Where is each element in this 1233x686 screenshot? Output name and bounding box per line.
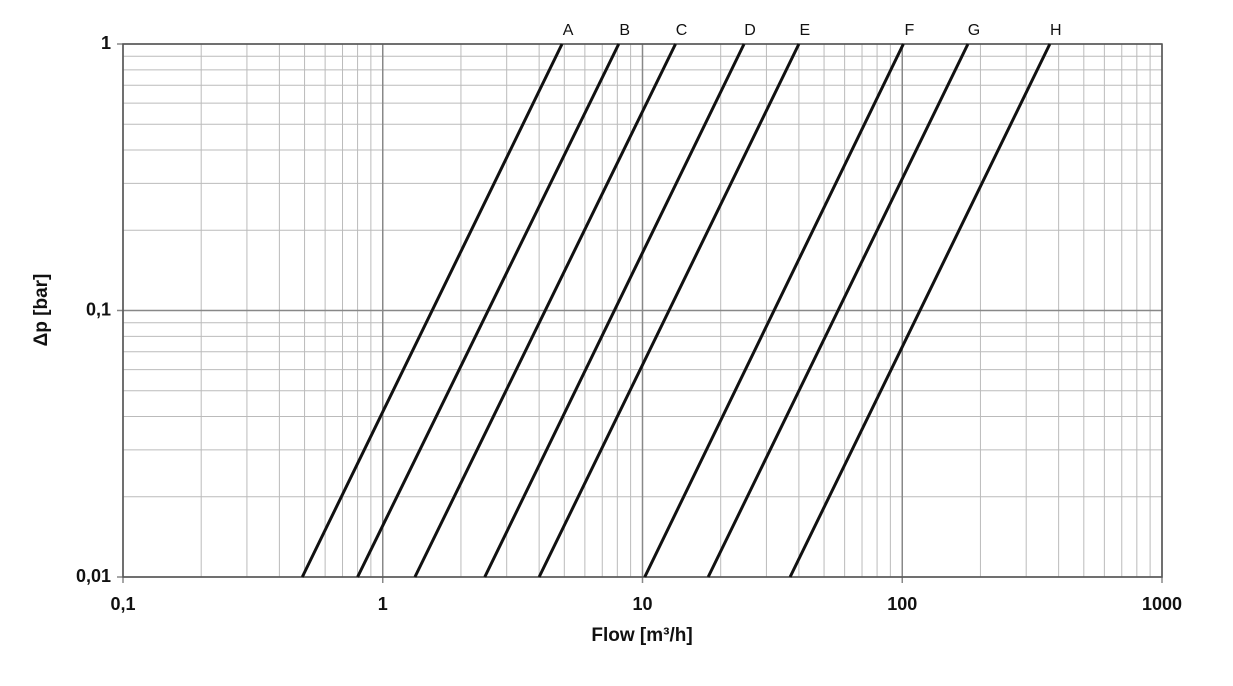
series-line (706, 43, 970, 578)
series-label: C (676, 22, 688, 39)
series-label: E (800, 22, 811, 39)
series-label: B (619, 22, 630, 39)
series-line (356, 43, 621, 578)
plot-frame (122, 43, 1163, 578)
series-label: A (563, 22, 574, 39)
x-axis-label: Flow [m³/h] (591, 625, 692, 646)
series-line (300, 43, 564, 578)
series-line (413, 43, 677, 578)
y-tick-label: 1 (101, 33, 111, 53)
series-line (788, 43, 1052, 578)
series-label: D (744, 22, 756, 39)
y-tick-label: 0,01 (76, 566, 111, 586)
x-tick-label: 100 (887, 594, 917, 614)
series-label: G (968, 22, 980, 39)
y-axis-label: Δp [bar] (31, 274, 52, 347)
series-line (537, 43, 801, 578)
y-tick-label: 0,1 (86, 299, 111, 319)
x-tick-label: 1 (378, 594, 388, 614)
series-line (643, 43, 905, 578)
series-label: F (904, 22, 914, 39)
series-label: H (1050, 22, 1062, 39)
x-tick-label: 10 (632, 594, 652, 614)
series-line (483, 43, 746, 578)
x-tick-label: 0,1 (110, 594, 135, 614)
x-tick-label: 1000 (1142, 594, 1182, 614)
